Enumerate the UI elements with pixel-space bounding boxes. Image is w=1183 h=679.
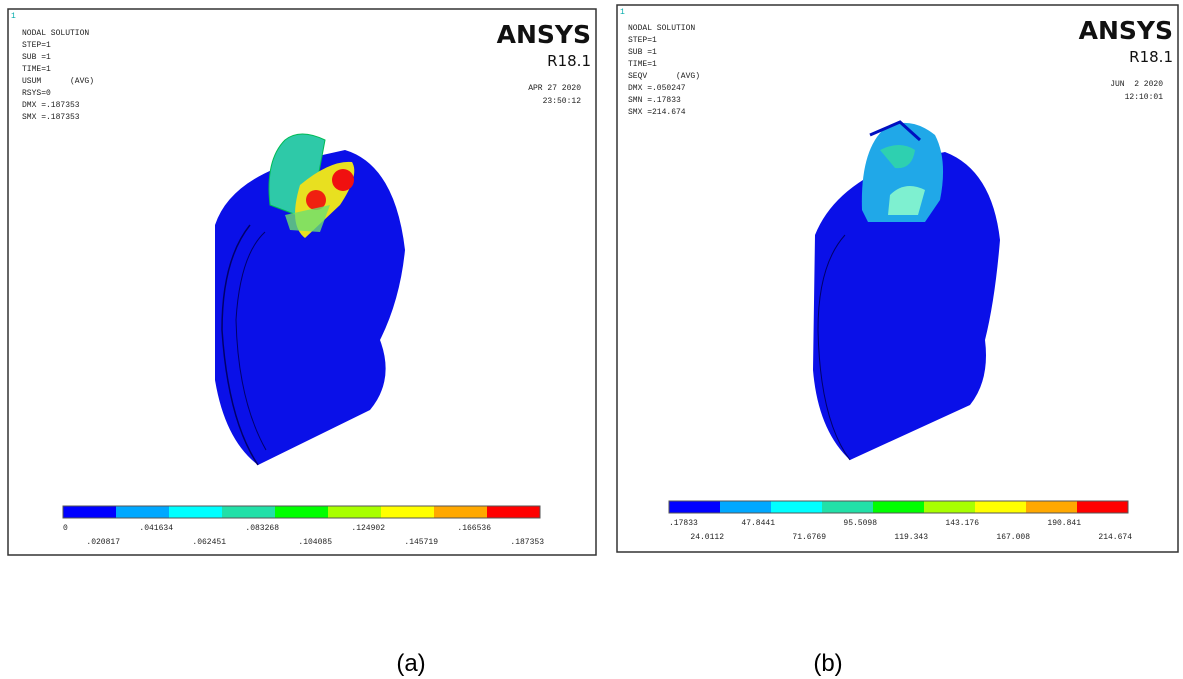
legend-label: 0 xyxy=(63,524,68,533)
header-line: TIME=1 xyxy=(22,65,51,74)
legend-swatch xyxy=(434,506,487,518)
legend-swatch xyxy=(975,501,1026,513)
legend-label: 167.008 xyxy=(996,533,1030,542)
legend-swatch xyxy=(669,501,720,513)
header-line: TIME=1 xyxy=(628,60,657,69)
legend-swatch xyxy=(116,506,169,518)
legend-label: 24.0112 xyxy=(690,533,724,542)
header-line: SMX =.187353 xyxy=(22,113,80,122)
legend-swatch xyxy=(822,501,873,513)
model xyxy=(813,120,1000,461)
legend-label: 95.5098 xyxy=(843,519,877,528)
legend-swatch xyxy=(873,501,924,513)
header-line: SUB =1 xyxy=(628,48,657,57)
legend-label: .145719 xyxy=(404,538,438,547)
legend-swatch xyxy=(328,506,381,518)
legend-swatch xyxy=(720,501,771,513)
caption: (b) xyxy=(813,650,842,677)
legend-swatch xyxy=(487,506,540,518)
header-line: SUB =1 xyxy=(22,53,51,62)
legend-label: 143.176 xyxy=(945,519,979,528)
caption: (a) xyxy=(396,650,425,677)
version: R18.1 xyxy=(547,52,591,70)
date: JUN 2 2020 xyxy=(1110,80,1163,89)
date: APR 27 2020 xyxy=(528,84,581,93)
legend-label: 214.674 xyxy=(1098,533,1132,542)
legend-label: .17833 xyxy=(669,519,698,528)
legend-label: 47.8441 xyxy=(741,519,775,528)
legend-label: 190.841 xyxy=(1047,519,1081,528)
legend-label: .041634 xyxy=(139,524,173,533)
legend-swatch xyxy=(275,506,328,518)
header-line: DMX =.187353 xyxy=(22,101,80,110)
legend-frame xyxy=(668,500,1129,514)
legend-label: .062451 xyxy=(192,538,226,547)
legend-label: .083268 xyxy=(245,524,279,533)
time: 23:50:12 xyxy=(543,97,582,106)
brand: ANSYS xyxy=(1079,16,1173,45)
legend-frame xyxy=(62,505,541,519)
legend-swatch xyxy=(924,501,975,513)
legend-label: .187353 xyxy=(510,538,544,547)
legend-label: .020817 xyxy=(86,538,120,547)
legend-swatch xyxy=(222,506,275,518)
header-line: USUM (AVG) xyxy=(22,77,94,86)
legend-label: 71.6769 xyxy=(792,533,826,542)
legend-swatch xyxy=(169,506,222,518)
legend-label: .166536 xyxy=(457,524,491,533)
header-line: STEP=1 xyxy=(628,36,657,45)
legend-swatch xyxy=(1077,501,1128,513)
window-number: 1 xyxy=(620,8,625,17)
legend-swatch xyxy=(63,506,116,518)
time: 12:10:01 xyxy=(1125,93,1164,102)
header-line: NODAL SOLUTION xyxy=(22,29,89,38)
header-line: DMX =.050247 xyxy=(628,84,686,93)
legend-label: .104085 xyxy=(298,538,332,547)
header-line: NODAL SOLUTION xyxy=(628,24,695,33)
model xyxy=(215,133,405,466)
legend-label: 119.343 xyxy=(894,533,928,542)
window-number: 1 xyxy=(11,12,16,21)
header-line: SMX =214.674 xyxy=(628,108,686,117)
header-line: STEP=1 xyxy=(22,41,51,50)
brand: ANSYS xyxy=(497,20,591,49)
header-line: SMN =.17833 xyxy=(628,96,681,105)
legend-swatch xyxy=(771,501,822,513)
legend-swatch xyxy=(381,506,434,518)
version: R18.1 xyxy=(1129,48,1173,66)
legend-swatch xyxy=(1026,501,1077,513)
legend-label: .124902 xyxy=(351,524,385,533)
header-line: SEQV (AVG) xyxy=(628,72,700,81)
header-line: RSYS=0 xyxy=(22,89,51,98)
